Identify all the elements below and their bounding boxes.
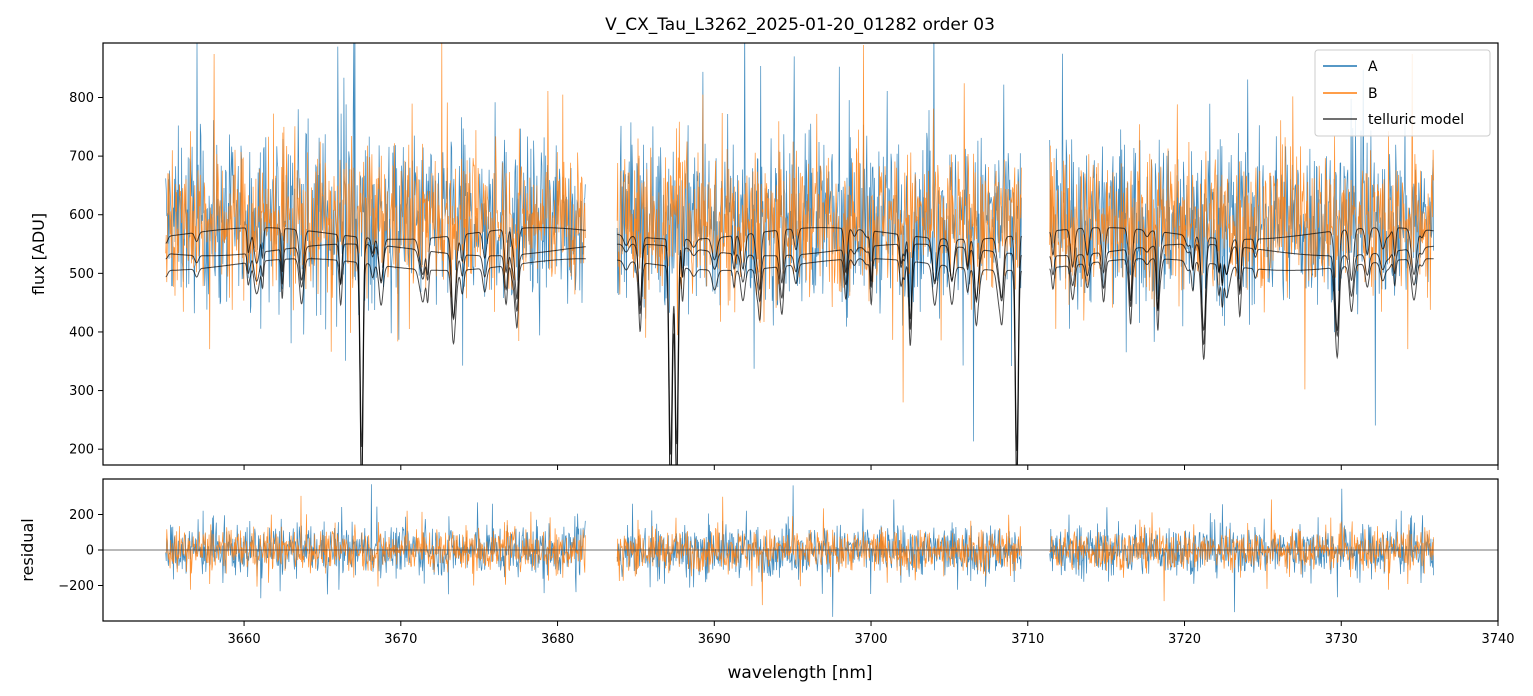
- flux-x-ticks: [243, 465, 1499, 470]
- telluric-model-line: [165, 227, 586, 465]
- legend-label-a: A: [1368, 59, 1378, 75]
- flux-panel: 200 300 400 500 600 700 800 flux [ADU] A B tel…: [29, 42, 1499, 470]
- x-tick-label: 3730: [1325, 632, 1358, 647]
- y-tick-label: 800: [69, 91, 94, 106]
- x-tick-label: 3690: [698, 632, 731, 647]
- series-b-line: [1049, 499, 1434, 602]
- legend-label-telluric: telluric model: [1368, 112, 1464, 128]
- y-tick-label: −200: [58, 579, 94, 594]
- telluric-model-line: [1049, 227, 1434, 346]
- series-b-line: [616, 496, 1022, 606]
- flux-plot-area: [165, 43, 1434, 465]
- residual-x-ticks: 3660 3670 3680 3690 3700 3710 3720 3730 3740: [228, 621, 1515, 647]
- chart-title: V_CX_Tau_L3262_2025-01-20_01282 order 03: [605, 15, 995, 35]
- series-b-line: [165, 43, 586, 352]
- legend: A B telluric model: [1314, 49, 1491, 137]
- series-a-line: [165, 43, 586, 366]
- x-tick-label: 3700: [854, 632, 887, 647]
- y-tick-label: 600: [69, 208, 94, 223]
- flux-y-ticks: 200 300 400 500 600 700 800: [69, 91, 103, 458]
- flux-axes-frame: [102, 42, 1499, 466]
- legend-box: [1314, 49, 1491, 137]
- y-tick-label: 200: [69, 443, 94, 458]
- telluric-model-line: [617, 258, 1022, 465]
- telluric-model-line: [165, 243, 586, 447]
- flux-y-label: flux [ADU]: [29, 213, 48, 295]
- residual-panel: 200 0 −200 3660 3670 3680 3690 3700 3710 3720 373…: [18, 478, 1515, 683]
- x-tick-label: 3680: [541, 632, 574, 647]
- y-tick-label: 400: [69, 325, 94, 340]
- residual-y-ticks: 200 0 −200: [58, 508, 103, 594]
- series-a-line: [1049, 488, 1434, 613]
- x-tick-label: 3720: [1168, 632, 1201, 647]
- x-tick-label: 3740: [1481, 632, 1514, 647]
- y-tick-label: 0: [86, 544, 94, 559]
- y-tick-label: 500: [69, 267, 94, 282]
- y-tick-label: 200: [69, 508, 94, 523]
- residual-y-label: residual: [18, 518, 37, 581]
- x-axis-label: wavelength [nm]: [727, 663, 872, 683]
- x-tick-label: 3660: [228, 632, 261, 647]
- y-tick-label: 300: [69, 384, 94, 399]
- series-b-line: [165, 495, 586, 590]
- series-b-line: [616, 44, 1022, 403]
- x-tick-label: 3670: [384, 632, 417, 647]
- x-tick-label: 3710: [1011, 632, 1044, 647]
- legend-label-b: B: [1368, 86, 1378, 102]
- telluric-model-line: [1049, 258, 1434, 361]
- residual-plot-area: [103, 484, 1498, 617]
- y-tick-label: 700: [69, 150, 94, 165]
- telluric-model-line: [617, 227, 1022, 465]
- telluric-model-line: [165, 258, 586, 465]
